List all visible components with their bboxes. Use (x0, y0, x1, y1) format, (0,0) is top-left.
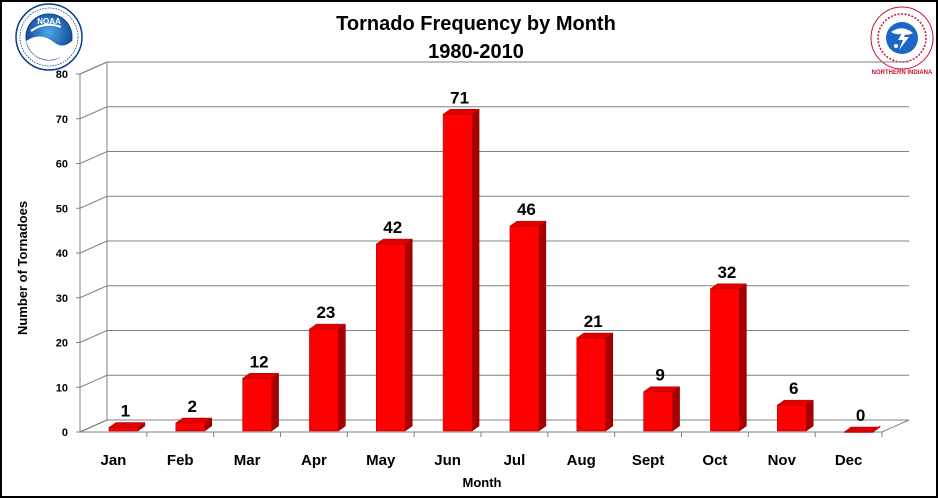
bar-top (843, 426, 881, 433)
x-tick-label: Apr (301, 452, 327, 469)
data-label: 21 (584, 312, 603, 331)
data-label: 6 (789, 379, 798, 398)
y-tick-label: 80 (56, 69, 68, 81)
bar-side (672, 386, 680, 432)
y-tick-label: 70 (56, 114, 68, 126)
x-tick-label: Feb (167, 452, 194, 469)
bar-top (776, 399, 815, 406)
bar-front (108, 427, 139, 432)
y-tick-label: 60 (56, 159, 68, 171)
bar-side (271, 372, 279, 432)
data-label: 9 (655, 366, 664, 385)
bar-front (777, 404, 807, 432)
bar (642, 386, 681, 432)
bar (308, 323, 347, 432)
bar-top (442, 109, 480, 115)
bar-side (471, 108, 480, 432)
bar-side (739, 283, 747, 432)
y-tick-label: 50 (56, 203, 68, 215)
bar (575, 332, 614, 432)
data-label: 71 (450, 88, 469, 107)
bar-side (538, 220, 547, 432)
bar-front (576, 337, 606, 432)
gridline (79, 419, 909, 433)
data-label: 0 (856, 406, 865, 425)
gridline (79, 195, 909, 209)
bar-front (175, 422, 205, 432)
bar (241, 372, 280, 432)
chart-title: Tornado Frequency by Month (336, 13, 616, 35)
data-label: 32 (717, 263, 736, 282)
nws-logo-caption: NORTHERN INDIANA (872, 70, 933, 76)
bar (442, 108, 480, 432)
bar-front (643, 391, 673, 432)
data-label: 42 (383, 218, 402, 237)
bar (843, 425, 881, 433)
bar-side (806, 399, 814, 432)
x-axis-title: Month (463, 475, 502, 490)
bar-top (375, 238, 414, 245)
noaa-logo-text: NOAA (37, 17, 61, 26)
x-tick-label: Nov (768, 452, 797, 469)
bar-top (575, 332, 614, 339)
bar (709, 283, 748, 432)
gridline (79, 374, 909, 388)
y-tick-label: 30 (56, 293, 68, 305)
x-tick-label: Oct (702, 452, 727, 469)
data-label: 1 (121, 402, 130, 421)
bar-front (442, 114, 473, 432)
x-tick-label: Dec (835, 452, 863, 469)
bar (174, 417, 213, 432)
x-tick-label: Sept (632, 452, 665, 469)
x-tick-label: Jan (100, 452, 126, 469)
bar-side (338, 323, 346, 432)
data-label: 12 (250, 352, 269, 371)
x-tick-label: Aug (567, 452, 596, 469)
x-tick-label: Mar (234, 452, 261, 469)
bar (776, 399, 815, 432)
bar-top (108, 422, 146, 428)
y-axis-title: Number of Tornadoes (15, 201, 30, 335)
bar (108, 422, 146, 432)
nws-logo-icon (870, 6, 934, 70)
data-label: 2 (188, 397, 197, 416)
bar-front (309, 328, 339, 432)
bar-top (241, 373, 280, 379)
bar-front (242, 378, 272, 432)
gridline (79, 61, 909, 75)
gridlines (79, 61, 910, 433)
x-tick-label: Jun (434, 452, 461, 469)
y-tick-label: 10 (56, 382, 68, 394)
y-tick-label: 40 (56, 248, 68, 260)
x-tick-label: Jul (504, 452, 526, 469)
chart-subtitle: 1980-2010 (428, 41, 524, 63)
gridline (79, 330, 909, 343)
bar-side (405, 238, 413, 432)
data-label: 23 (316, 303, 335, 322)
bar-top (709, 283, 748, 290)
bar-front (376, 243, 406, 432)
gridline (79, 240, 909, 254)
bar-top (174, 417, 213, 424)
bars (108, 108, 881, 433)
bar (509, 220, 547, 432)
bar-top (642, 386, 681, 392)
gridline (79, 106, 909, 120)
bar-top (509, 220, 547, 227)
y-tick-label: 0 (62, 427, 68, 439)
data-label: 46 (517, 200, 536, 219)
noaa-logo-icon: NOAA (15, 3, 83, 71)
bar-side (605, 332, 613, 432)
bar-front (710, 288, 740, 432)
gridline (79, 151, 909, 164)
bar (375, 238, 414, 432)
bar-front (509, 225, 540, 432)
x-axis-ticks: Jan Feb Mar Apr May Jun Jul Aug Sept Oct Nov Dec (100, 432, 883, 469)
gridline (79, 285, 909, 299)
y-tick-label: 20 (56, 338, 68, 350)
bar-top (308, 323, 347, 330)
x-tick-label: May (366, 452, 396, 469)
